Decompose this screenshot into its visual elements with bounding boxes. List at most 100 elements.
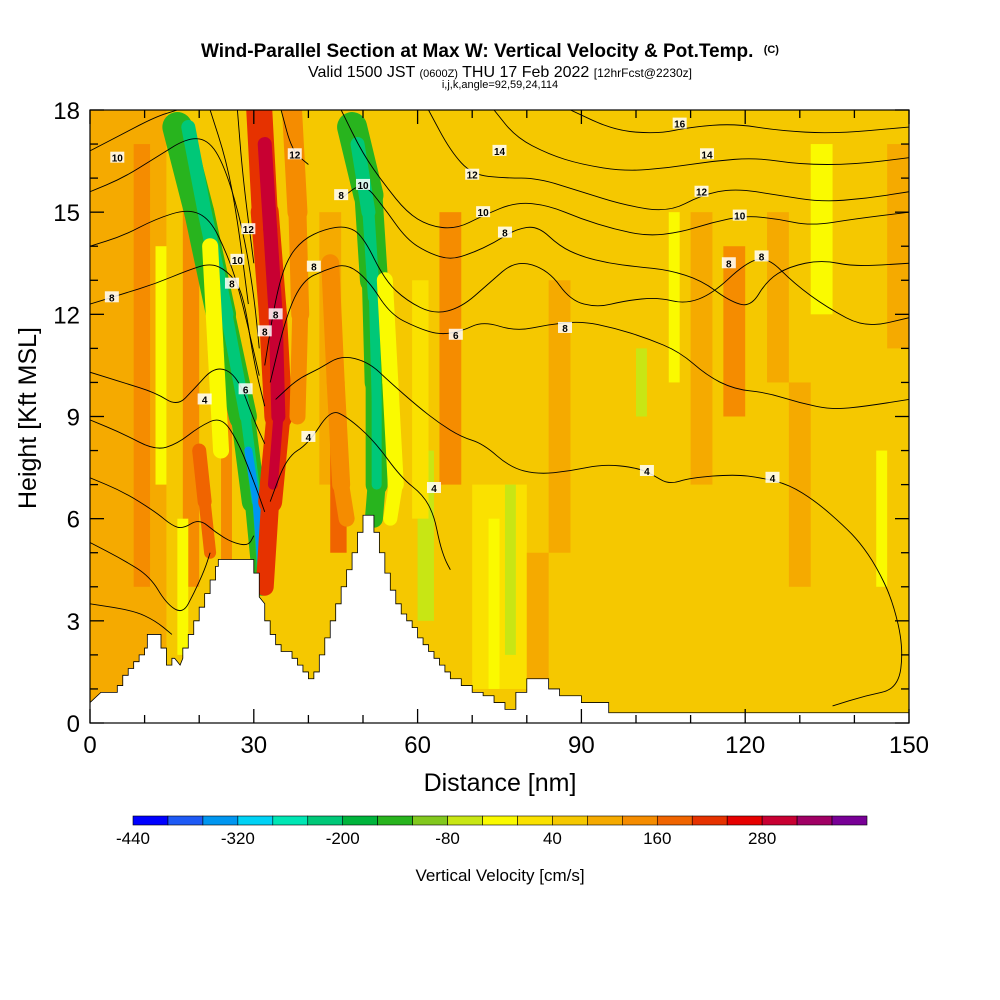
contour-label: 8 — [759, 252, 765, 263]
theta-contour-4 — [90, 542, 211, 612]
colorbar-tick-label: -200 — [326, 829, 360, 848]
x-axis-label: Distance [nm] — [424, 769, 577, 797]
colorbar-swatch — [587, 815, 623, 826]
contour-label: 10 — [232, 256, 244, 267]
velocity-band-24 — [767, 212, 789, 383]
theta-contour-12 — [236, 110, 255, 264]
contour-label-bg — [426, 482, 441, 494]
contour-label: 8 — [273, 310, 279, 321]
colorbar-tick-label: -80 — [435, 829, 460, 848]
contour-label-bg — [754, 250, 769, 262]
contour-label: 8 — [229, 280, 235, 291]
contour-label-bg — [238, 383, 253, 395]
velocity-streak-segment — [255, 492, 280, 596]
contour-label-bg — [287, 148, 302, 160]
x-tick-label: 0 — [83, 732, 96, 759]
velocity-streak-segment — [207, 340, 230, 459]
contour-label-bg — [558, 321, 573, 333]
velocity-streak-segment — [383, 477, 403, 526]
velocity-streak-segment — [192, 443, 212, 509]
theta-contour-10 — [209, 110, 249, 305]
contour-label: 12 — [243, 225, 255, 236]
contour-label-bg — [306, 260, 321, 272]
contour-label-bg — [230, 253, 245, 265]
terrain — [90, 514, 909, 723]
velocity-band-27 — [876, 450, 888, 587]
theta-contour-10 — [90, 110, 178, 152]
theta-contour-4 — [90, 603, 173, 635]
contour-label: 8 — [562, 324, 568, 335]
y-tick-label: 18 — [53, 98, 80, 125]
colorbar-swatch — [796, 815, 833, 826]
contour-label: 8 — [502, 229, 508, 240]
colorbar-tick-label: -320 — [221, 829, 255, 848]
theta-contour-4 — [90, 368, 266, 444]
contour-label-bg — [197, 393, 212, 405]
colorbar-swatch — [691, 815, 728, 826]
colorbar-tick-label: 280 — [748, 829, 776, 848]
contour-label-bg — [694, 185, 709, 197]
colorbar-swatch — [447, 815, 483, 826]
velocity-streak-segment — [282, 110, 308, 223]
contour-label: 16 — [674, 120, 686, 131]
contour-label-bg — [465, 168, 480, 180]
velocity-streak-segment — [220, 308, 252, 423]
velocity-streak-segment — [350, 137, 376, 220]
colorbar-swatch — [831, 815, 868, 826]
y-axis-label: Height [Kft MSL] — [14, 327, 42, 509]
contour-label: 8 — [311, 263, 317, 274]
velocity-streak-segment — [326, 373, 351, 494]
velocity-band-12 — [412, 280, 429, 519]
subtitle-forecast: [12hrFcst@2230z] — [594, 66, 692, 80]
contour-label-bg — [301, 430, 316, 442]
contour-label-bg — [497, 226, 512, 238]
velocity-streak-segment — [288, 203, 310, 324]
velocity-band-28 — [887, 144, 909, 349]
velocity-streak-segment — [362, 206, 380, 304]
contour-label-bg — [334, 189, 349, 201]
contour-label-bg — [639, 464, 654, 476]
chart-title-main: Wind-Parallel Section at Max W: Vertical… — [201, 41, 753, 62]
contour-label: 14 — [494, 147, 506, 158]
colorbar-swatch — [307, 815, 344, 826]
y-axis: 0 3 6 9 12 15 18 — [53, 98, 909, 738]
velocity-streak-segment — [244, 446, 261, 506]
contour-label-bg — [104, 291, 119, 303]
contour-label: 6 — [453, 331, 459, 342]
contour-label-bg — [721, 257, 736, 269]
velocity-band-5 — [155, 246, 167, 485]
theta-contour-6 — [90, 264, 266, 407]
theta-contour-6 — [269, 265, 909, 409]
x-tick-label: 120 — [725, 732, 765, 759]
velocity-streak-segment — [382, 374, 404, 493]
subtitle-valid: Valid 1500 JST — [308, 64, 416, 81]
colorbar-tick-label: -440 — [116, 829, 150, 848]
chart-subtitle: Valid 1500 JST (0600Z) THU 17 Feb 2022 [… — [308, 64, 692, 81]
velocity-band-17 — [526, 552, 549, 689]
contour-label-bg — [257, 325, 272, 337]
velocity-streak-8 — [376, 272, 404, 526]
contour-label: 4 — [202, 395, 208, 406]
colorbar-tick-label: 40 — [543, 829, 562, 848]
y-tick-label: 6 — [67, 507, 80, 534]
contour-label-bg — [699, 148, 714, 160]
velocity-streak-5 — [282, 110, 310, 425]
colorbar-swatch — [132, 815, 169, 826]
subtitle-zulu: (0600Z) — [419, 68, 458, 80]
colorbar-label: Vertical Velocity [cm/s] — [415, 866, 584, 885]
contour-label-bg — [268, 308, 283, 320]
chart-title: Wind-Parallel Section at Max W: Vertical… — [201, 41, 779, 62]
colorbar — [132, 815, 868, 826]
theta-contour-16 — [570, 110, 909, 134]
subtitle-date: THU 17 Feb 2022 — [462, 64, 589, 81]
velocity-band-21 — [668, 212, 680, 383]
contour-label: 10 — [734, 212, 746, 223]
colorbar-swatch — [237, 815, 274, 826]
contour-label: 4 — [431, 484, 437, 495]
velocity-streak-segment — [368, 292, 382, 405]
colorbar-swatch — [517, 815, 553, 826]
colorbar-swatch — [202, 815, 239, 826]
colorbar-swatch — [482, 815, 518, 826]
